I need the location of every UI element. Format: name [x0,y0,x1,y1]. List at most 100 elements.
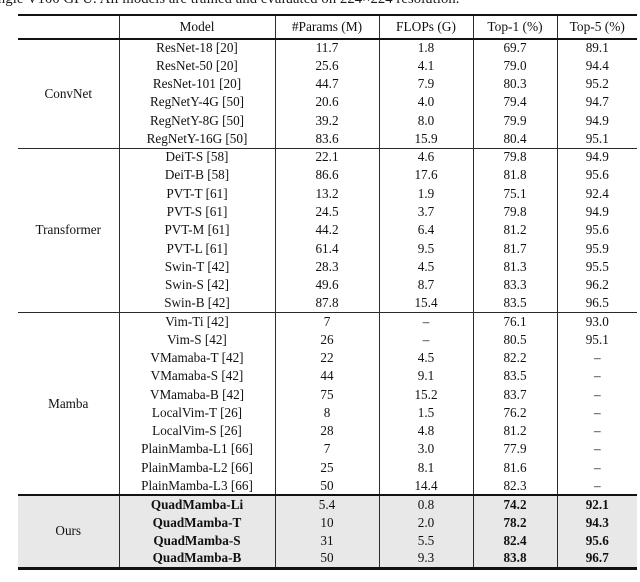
model-cell: DeiT-S [58] [118,147,275,167]
top1-cell: 82.4 [472,531,557,550]
params-cell: 83.6 [274,129,379,149]
model-cell: Swin-T [42] [118,257,275,276]
top5-cell: 96.7 [556,549,637,569]
table-header: Model #Params (M) FLOPs (G) Top-1 (%) To… [18,15,637,40]
model-cell: Swin-B [42] [118,294,275,313]
flops-cell: 1.8 [378,38,473,57]
model-cell: PlainMamba-L2 [66] [118,458,275,477]
model-cell: PVT-S [61] [118,202,275,222]
top5-cell: – [556,440,637,459]
top1-cell: 83.3 [472,275,557,295]
table-row: Ours QuadMamba-Li 5.4 0.8 74.2 92.1 [18,494,637,569]
top5-cell: 95.5 [556,257,637,276]
top5-cell: – [556,422,637,441]
column-header-model: Model [118,15,275,40]
params-cell: 26 [274,330,379,350]
table-row: Swin-T [42] 28.3 4.5 81.3 95.5 [18,257,637,276]
params-cell: 28 [274,422,379,441]
top5-cell: 92.4 [556,184,637,203]
table-row: LocalVim-S [26] 28 4.8 81.2– [18,422,637,441]
model-cell: RegNetY-16G [50] [118,129,275,149]
flops-cell: 4.6 [378,147,473,167]
params-cell: 86.6 [274,166,379,185]
flops-cell: 7.9 [378,75,473,94]
top1-cell: 81.7 [472,239,557,258]
model-cell: RegNetY-4G [50] [118,93,275,112]
model-cell: PVT-M [61] [118,221,275,240]
top5-cell: 95.6 [556,531,637,550]
flops-cell: 5.5 [378,531,473,550]
params-cell: 5.4 [274,494,379,514]
top5-cell: 94.9 [556,111,637,130]
table-row: PVT-S [61] 24.5 3.7 79.8 94.9 [18,202,637,222]
model-cell: QuadMamba-B [118,549,275,569]
top1-cell: 83.7 [472,385,557,404]
params-cell: 50 [274,476,379,496]
model-cell: VMamaba-B [42] [118,385,275,404]
flops-cell: 15.9 [378,129,473,149]
params-cell: 24.5 [274,202,379,222]
model-cell: QuadMamba-Li [118,494,275,514]
top5-cell: 93.0 [556,311,637,331]
top5-cell: – [556,403,637,423]
top5-cell: 95.1 [556,330,637,350]
model-cell: ResNet-18 [20] [118,38,275,57]
params-cell: 61.4 [274,239,379,258]
table-row: PVT-L [61] 61.4 9.5 81.7 95.9 [18,239,637,258]
params-cell: 22.1 [274,147,379,167]
table-row: ConvNet ResNet-18 [20] 11.7 1.8 69.7 89.1 [18,38,637,101]
params-cell: 7 [274,311,379,331]
top5-cell: 95.6 [556,166,637,185]
flops-cell: 1.5 [378,403,473,423]
params-cell: 10 [274,513,379,532]
results-table: Model #Params (M) FLOPs (G) Top-1 (%) To… [18,14,637,570]
top1-cell: 83.5 [472,294,557,313]
params-cell: 22 [274,349,379,368]
flops-cell: 4.0 [378,93,473,112]
model-cell: DeiT-B [58] [118,166,275,185]
model-cell: ResNet-50 [20] [118,56,275,76]
flops-cell: 15.2 [378,385,473,404]
table-row: QuadMamba-T 10 2.0 78.2 94.3 [18,513,637,532]
flops-cell: 4.8 [378,422,473,441]
params-cell: 13.2 [274,184,379,203]
top1-cell: 74.2 [472,494,557,514]
top5-cell: 95.2 [556,75,637,94]
header-row: Model #Params (M) FLOPs (G) Top-1 (%) To… [18,15,637,40]
flops-cell: 8.0 [378,111,473,130]
flops-cell: 3.7 [378,202,473,222]
top5-cell: 89.1 [556,38,637,57]
flops-cell: 8.1 [378,458,473,477]
model-cell: ResNet-101 [20] [118,75,275,94]
params-cell: 49.6 [274,275,379,295]
model-cell: Swin-S [42] [118,275,275,295]
params-cell: 50 [274,549,379,569]
table-container: Model #Params (M) FLOPs (G) Top-1 (%) To… [18,14,637,570]
group-label: Transformer [18,147,119,313]
params-cell: 11.7 [274,38,379,57]
top5-cell: – [556,476,637,496]
top1-cell: 81.6 [472,458,557,477]
model-cell: QuadMamba-T [118,513,275,532]
model-cell: QuadMamba-S [118,531,275,550]
flops-cell: 9.3 [378,549,473,569]
params-cell: 87.8 [274,294,379,313]
model-cell: PlainMamba-L3 [66] [118,476,275,496]
top5-cell: 96.2 [556,275,637,295]
table-row: Transformer DeiT-S [58] 22.1 4.6 79.8 94.9 [18,147,637,313]
flops-cell: 15.4 [378,294,473,313]
top5-cell: 96.5 [556,294,637,313]
group-label: Mamba [18,311,119,496]
params-cell: 75 [274,385,379,404]
flops-cell: – [378,330,473,350]
top1-cell: 83.5 [472,367,557,386]
table-row: PlainMamba-L3 [66] 50 14.4 82.3– [18,476,637,496]
table-row: RegNetY-8G [50] 39.2 8.0 79.9 94.9 [18,111,637,130]
top1-cell: 77.9 [472,440,557,459]
top1-cell: 82.3 [472,476,557,496]
top1-cell: 76.1 [472,311,557,331]
table-row: Swin-S [42] 49.6 8.7 83.3 96.2 [18,275,637,295]
params-cell: 28.3 [274,257,379,276]
table-body: ConvNet ResNet-18 [20] 11.7 1.8 69.7 89.1 ResN… [18,38,637,569]
